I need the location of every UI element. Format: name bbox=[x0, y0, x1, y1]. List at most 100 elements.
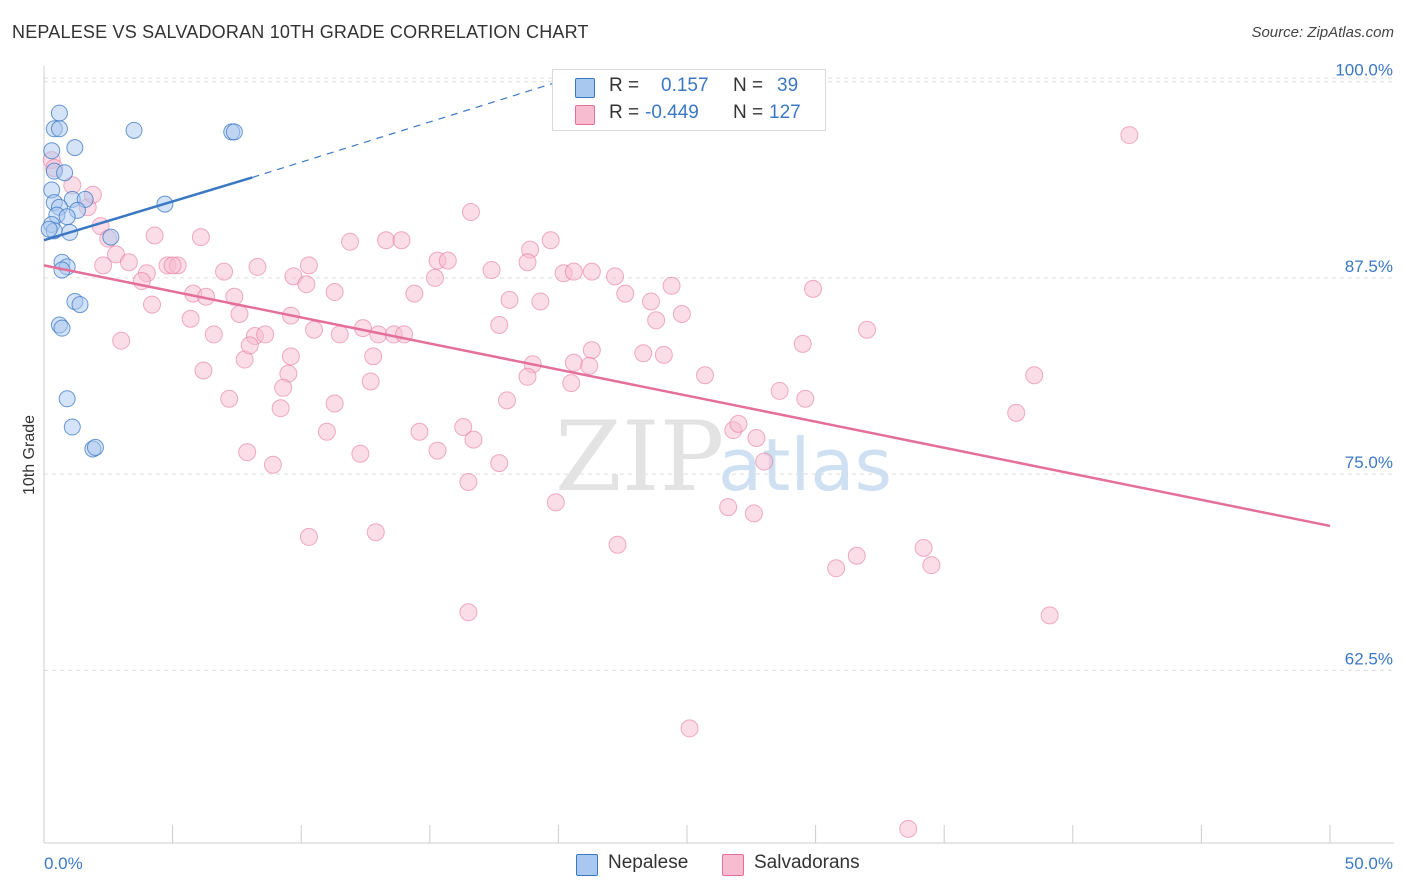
salvadorans-point bbox=[425, 268, 444, 287]
salvadorans-point bbox=[405, 284, 424, 303]
salvadorans-point bbox=[546, 493, 565, 512]
salvadorans-point bbox=[747, 429, 766, 448]
nepalese-point bbox=[50, 104, 68, 122]
salvadorans-point bbox=[770, 381, 789, 400]
source-attribution: Source: ZipAtlas.com bbox=[1251, 24, 1394, 41]
nepalese-point bbox=[40, 220, 58, 238]
nepalese-point bbox=[58, 390, 76, 408]
salvadorans-point bbox=[500, 290, 519, 309]
watermark: ZIP atlas bbox=[555, 401, 892, 513]
x-tick-label-max: 50.0% bbox=[1345, 854, 1393, 873]
salvadorans-point bbox=[377, 231, 396, 250]
salvadorans-point bbox=[94, 256, 113, 275]
y-tick-label: 62.5% bbox=[1345, 649, 1393, 668]
salvadorans-point bbox=[248, 257, 267, 276]
salvadorans-point bbox=[634, 344, 653, 363]
nepalese-point bbox=[225, 123, 243, 141]
salvadorans-point bbox=[482, 261, 501, 280]
salvadorans-point bbox=[490, 454, 509, 473]
salvadorans-point bbox=[299, 256, 318, 275]
nepalese-legend-label: Nepalese bbox=[608, 852, 689, 873]
salvadorans-point bbox=[497, 391, 516, 410]
nepalese-point bbox=[102, 228, 120, 246]
salvadorans-point bbox=[438, 251, 457, 270]
salvadorans-point bbox=[194, 361, 213, 380]
salvadorans-point bbox=[672, 305, 691, 324]
axes bbox=[43, 66, 1394, 844]
salvadorans-point bbox=[793, 334, 812, 353]
nepalese-point bbox=[63, 418, 81, 436]
salvadorans-point bbox=[461, 202, 480, 221]
salvadorans-point bbox=[564, 262, 583, 281]
salvadorans-point bbox=[392, 231, 411, 250]
salvadorans-point bbox=[719, 498, 738, 517]
salvadorans-point bbox=[616, 284, 635, 303]
salvadorans-point bbox=[654, 345, 673, 364]
salvadorans-point bbox=[564, 353, 583, 372]
salvadorans-point bbox=[364, 347, 383, 366]
salvadorans-point bbox=[464, 430, 483, 449]
nepalese-trend-extension bbox=[252, 81, 559, 179]
salvadorans-point bbox=[351, 444, 370, 463]
x-tick-label-min: 0.0% bbox=[44, 854, 83, 873]
salvadorans-point bbox=[531, 292, 550, 311]
salvadorans-point bbox=[119, 253, 138, 272]
salvadorans-point bbox=[662, 276, 681, 295]
salvadorans-point bbox=[366, 523, 385, 542]
salvadorans-point bbox=[804, 279, 823, 298]
salvadorans-point bbox=[220, 389, 239, 408]
salvadorans-point bbox=[518, 253, 537, 272]
salvadorans-point bbox=[240, 336, 259, 355]
nepalese-point bbox=[53, 319, 71, 337]
salvadorans-point bbox=[608, 535, 627, 554]
legend-n-label: N = bbox=[733, 75, 764, 96]
nepalese-point bbox=[66, 139, 84, 157]
salvadorans-point bbox=[582, 341, 601, 360]
salvadorans-point bbox=[204, 325, 223, 344]
salvadorans-point bbox=[230, 305, 249, 324]
salvadorans-point bbox=[1120, 126, 1139, 145]
salvadorans-point bbox=[361, 372, 380, 391]
salvadorans-point bbox=[541, 231, 560, 250]
watermark-atlas: atlas bbox=[718, 423, 892, 507]
salvadorans-point bbox=[696, 366, 715, 385]
salvadorans-point bbox=[641, 292, 660, 311]
salvadorans-point bbox=[215, 262, 234, 281]
salvadorans-point bbox=[330, 325, 349, 344]
salvadorans-point bbox=[744, 504, 763, 523]
salvadorans-point bbox=[191, 228, 210, 247]
salvadorans-swatch bbox=[575, 105, 595, 125]
salvadorans-point bbox=[428, 441, 447, 460]
salvadorans-point bbox=[145, 226, 164, 245]
salvadorans-point bbox=[454, 418, 473, 437]
salvadorans-point bbox=[238, 443, 257, 462]
salvadorans-point bbox=[459, 472, 478, 491]
salvadorans-point bbox=[143, 295, 162, 314]
nepalese-point bbox=[86, 438, 104, 456]
watermark-zip: ZIP bbox=[555, 401, 724, 513]
salvadorans-point bbox=[112, 331, 131, 350]
salvadorans-point bbox=[271, 399, 290, 418]
salvadorans-point bbox=[163, 256, 182, 275]
chart-title: NEPALESE VS SALVADORAN 10TH GRADE CORREL… bbox=[12, 22, 589, 42]
salvadorans-point bbox=[827, 559, 846, 578]
nepalese-point bbox=[50, 120, 68, 138]
nepalese-legend-swatch bbox=[576, 854, 598, 876]
salvadorans-legend-label: Salvadorans bbox=[754, 852, 860, 873]
salvadorans-point bbox=[317, 422, 336, 441]
salvadorans-point bbox=[580, 356, 599, 375]
nepalese-point bbox=[71, 296, 89, 314]
correlation-legend: R = 0.157 N = 39 R = -0.449 N = 127 bbox=[552, 69, 826, 131]
nepalese-r-value: 0.157 bbox=[661, 75, 709, 96]
salvadorans-point bbox=[263, 455, 282, 474]
salvadorans-point bbox=[605, 267, 624, 286]
salvadorans-point bbox=[325, 283, 344, 302]
salvadorans-point bbox=[299, 527, 318, 546]
salvadorans-n-value: 127 bbox=[769, 102, 801, 123]
y-tick-label: 75.0% bbox=[1345, 453, 1393, 472]
salvadorans-point bbox=[297, 275, 316, 294]
salvadorans-point bbox=[899, 819, 918, 838]
salvadorans-point bbox=[341, 232, 360, 251]
salvadorans-point bbox=[281, 347, 300, 366]
